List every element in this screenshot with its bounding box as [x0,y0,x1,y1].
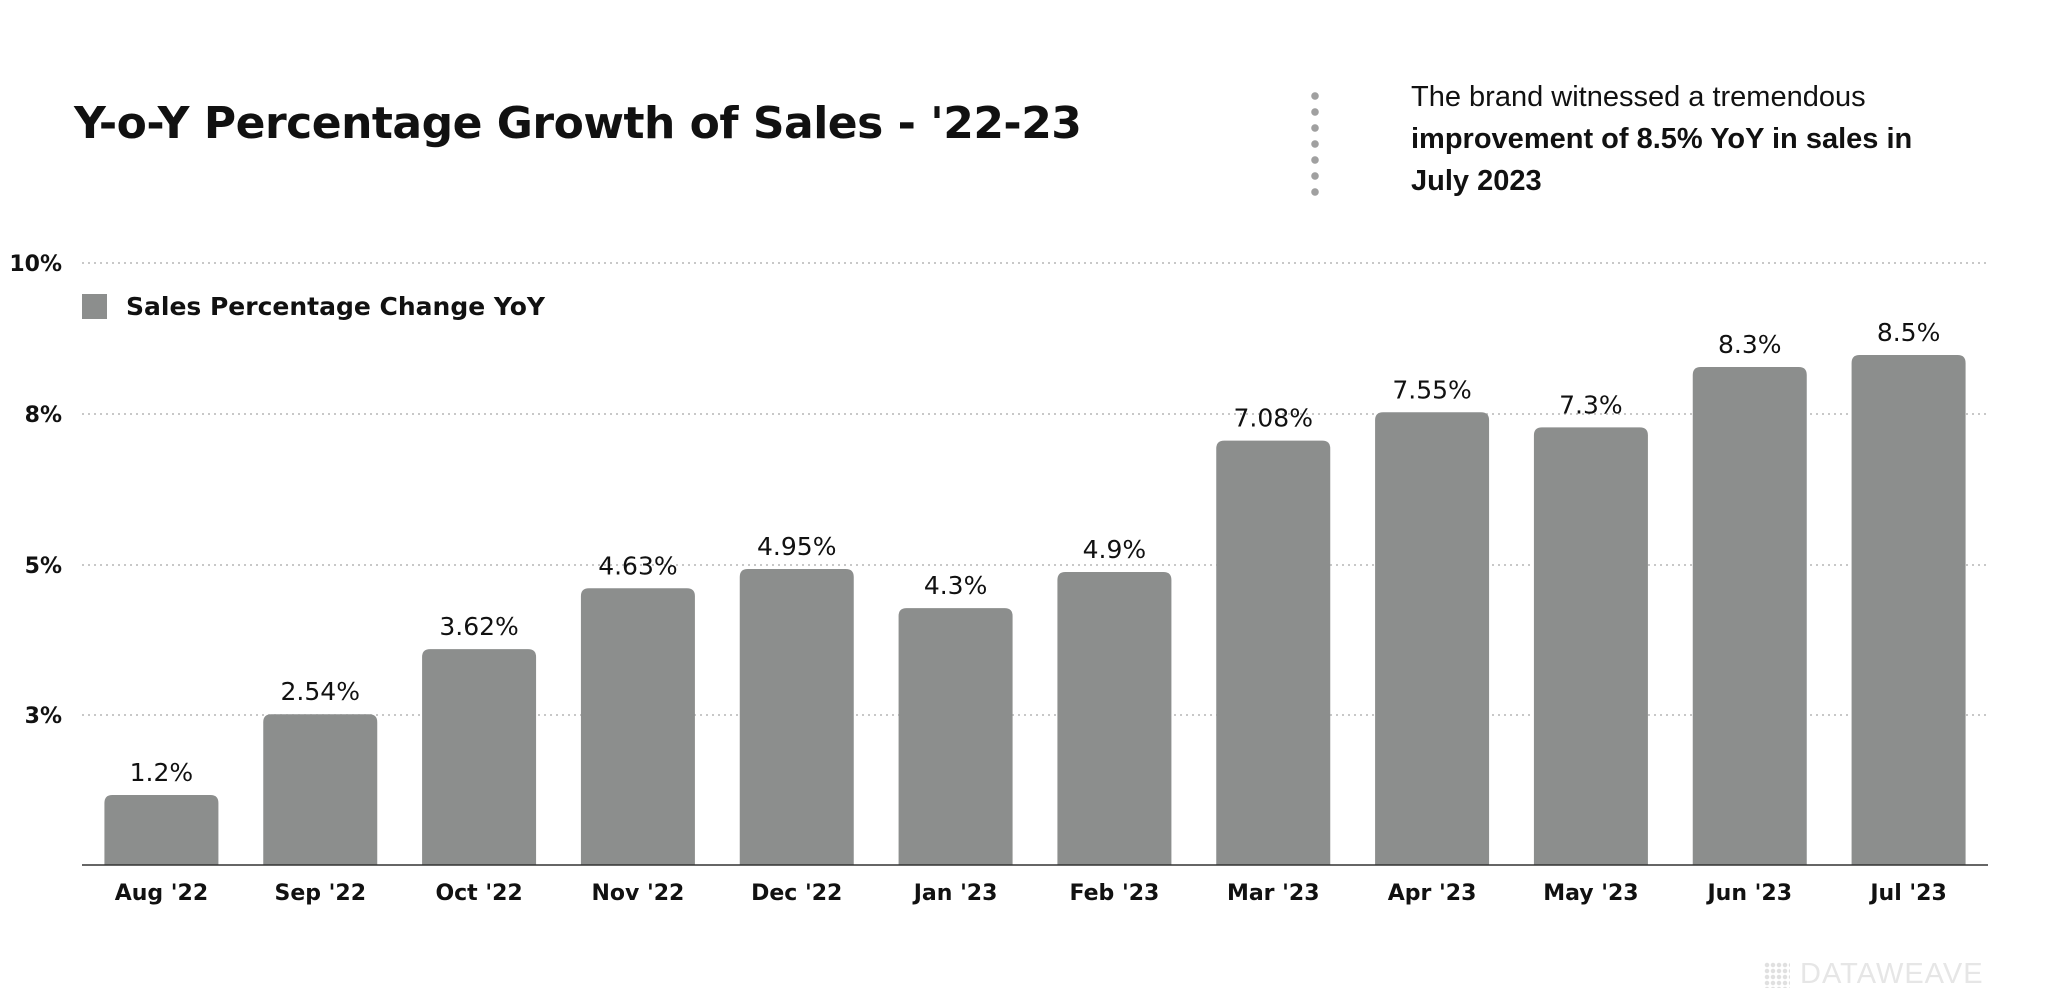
x-tick-label: May '23 [1543,881,1638,906]
dataweave-watermark: DATAWEAVE [1764,958,1984,991]
insight-text: The brand witnessed a tremendous improve… [1411,76,1971,202]
data-label: 1.2% [130,758,194,787]
x-tick-label: Jan '23 [912,881,998,906]
bar [580,588,695,865]
x-tick-label: Sep '22 [274,881,366,906]
y-tick-label: 3% [25,704,62,729]
bar [1692,367,1807,865]
data-label: 7.08% [1234,404,1313,433]
data-label: 2.54% [281,677,360,706]
insight-normal-text: The brand witnessed a tremendous [1411,81,1866,113]
insight-bold-text: improvement of 8.5% YoY in sales in July… [1411,123,1913,197]
chart-title: Y-o-Y Percentage Growth of Sales - '22-2… [74,98,1082,149]
data-label: 3.62% [439,612,518,641]
x-tick-label: Aug '22 [115,881,208,906]
data-label: 4.3% [924,571,988,600]
bar [263,714,378,865]
data-label: 8.5% [1877,318,1941,347]
chart-legend: Sales Percentage Change YoY [82,292,545,321]
legend-swatch [82,294,107,319]
data-label: 4.95% [757,532,836,561]
data-label: 7.3% [1559,390,1623,419]
x-tick-label: Nov '22 [591,881,684,906]
bar [739,568,854,865]
y-tick-label: 10% [9,252,62,277]
data-label: 7.55% [1392,375,1471,404]
bar [898,608,1013,865]
bar [1533,427,1648,865]
bar [422,649,537,865]
watermark-text: DATAWEAVE [1800,958,1984,990]
bar [104,795,219,865]
legend-label: Sales Percentage Change YoY [126,292,545,321]
dataweave-logo-icon [1764,961,1790,988]
data-label: 8.3% [1718,330,1782,359]
bar [1057,571,1172,865]
y-tick-label: 5% [25,554,62,579]
x-tick-label: Oct '22 [435,881,522,906]
bar [1851,355,1966,865]
x-tick-label: Apr '23 [1388,881,1477,906]
x-tick-label: Jul '23 [1868,881,1946,906]
bar [1216,440,1331,865]
y-tick-label: 8% [25,403,62,428]
x-tick-label: Jun '23 [1705,881,1792,906]
x-tick-label: Mar '23 [1227,881,1320,906]
x-tick-label: Feb '23 [1070,881,1160,906]
data-label: 4.9% [1083,535,1147,564]
dotted-divider [1311,88,1319,200]
x-tick-label: Dec '22 [751,881,842,906]
data-label: 4.63% [598,551,677,580]
bar [1375,412,1490,865]
